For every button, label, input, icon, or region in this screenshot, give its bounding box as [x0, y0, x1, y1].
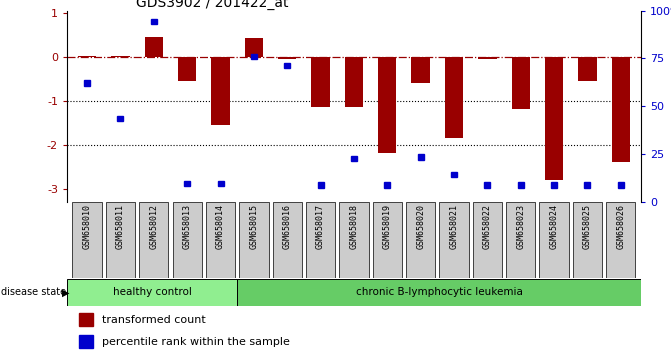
Bar	[111, 56, 130, 57]
Bar	[378, 57, 397, 153]
Bar	[584, 182, 590, 188]
Bar	[351, 156, 357, 161]
Bar	[239, 202, 268, 278]
Bar	[411, 57, 430, 83]
Bar	[72, 202, 102, 278]
Text: chronic B-lymphocytic leukemia: chronic B-lymphocytic leukemia	[356, 287, 523, 297]
Bar	[606, 202, 635, 278]
Bar	[573, 202, 602, 278]
Text: GSM658017: GSM658017	[316, 204, 325, 249]
Bar	[311, 57, 329, 107]
Bar	[285, 63, 291, 68]
Bar	[178, 57, 197, 81]
Bar	[506, 202, 535, 278]
Text: GSM658026: GSM658026	[616, 204, 625, 249]
Bar	[238, 279, 641, 306]
Bar	[206, 202, 236, 278]
Text: GSM658018: GSM658018	[350, 204, 358, 249]
Bar	[545, 57, 563, 180]
Text: GSM658010: GSM658010	[83, 204, 92, 249]
Bar	[472, 202, 502, 278]
Bar	[78, 56, 96, 57]
Text: GSM658020: GSM658020	[416, 204, 425, 249]
Bar	[345, 57, 363, 107]
Text: GSM658015: GSM658015	[250, 204, 258, 249]
Text: GSM658022: GSM658022	[483, 204, 492, 249]
Text: ▶: ▶	[62, 287, 70, 297]
Bar	[211, 57, 229, 125]
Text: GSM658012: GSM658012	[150, 204, 158, 249]
Bar	[551, 182, 557, 188]
Bar	[445, 57, 463, 138]
Bar	[484, 182, 491, 188]
Bar	[151, 19, 157, 24]
Bar	[478, 57, 497, 59]
Bar	[67, 279, 238, 306]
Text: GDS3902 / 201422_at: GDS3902 / 201422_at	[136, 0, 289, 10]
Bar	[384, 182, 391, 188]
Bar	[217, 181, 223, 186]
Bar	[406, 202, 435, 278]
Text: GSM658011: GSM658011	[116, 204, 125, 249]
Text: GSM658023: GSM658023	[516, 204, 525, 249]
Text: transformed count: transformed count	[101, 315, 205, 325]
Bar	[79, 313, 93, 326]
Text: GSM658014: GSM658014	[216, 204, 225, 249]
Bar	[245, 38, 263, 57]
Bar	[511, 57, 530, 109]
Bar	[317, 182, 323, 188]
Bar	[278, 57, 297, 59]
Bar	[117, 116, 123, 121]
Bar	[106, 202, 135, 278]
Bar	[440, 202, 468, 278]
Bar	[306, 202, 336, 278]
Bar	[145, 37, 163, 57]
Text: disease state: disease state	[1, 287, 66, 297]
Text: GSM658025: GSM658025	[583, 204, 592, 249]
Text: percentile rank within the sample: percentile rank within the sample	[101, 337, 289, 347]
Bar	[539, 202, 569, 278]
Text: GSM658019: GSM658019	[383, 204, 392, 249]
Bar	[172, 202, 202, 278]
Bar	[251, 54, 257, 59]
Bar	[372, 202, 402, 278]
Text: GSM658016: GSM658016	[282, 204, 292, 249]
Bar	[518, 182, 524, 188]
Bar	[139, 202, 168, 278]
Text: GSM658013: GSM658013	[183, 204, 192, 249]
Bar	[618, 182, 624, 188]
Bar	[79, 335, 93, 348]
Text: GSM658024: GSM658024	[550, 204, 558, 249]
Text: healthy control: healthy control	[113, 287, 192, 297]
Bar	[578, 57, 597, 81]
Bar	[451, 172, 457, 177]
Bar	[340, 202, 368, 278]
Bar	[272, 202, 302, 278]
Bar	[417, 154, 423, 160]
Bar	[84, 80, 90, 86]
Text: GSM658021: GSM658021	[450, 204, 458, 249]
Bar	[612, 57, 630, 162]
Bar	[184, 181, 190, 186]
